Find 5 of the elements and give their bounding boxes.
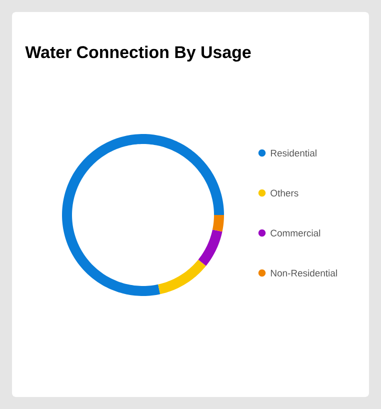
legend-label: Commercial bbox=[270, 230, 320, 236]
chart-title: Water Connection By Usage bbox=[25, 46, 251, 62]
legend-label: Non-Residential bbox=[270, 270, 337, 276]
legend-label: Residential bbox=[270, 150, 316, 156]
legend-label: Others bbox=[270, 190, 298, 196]
